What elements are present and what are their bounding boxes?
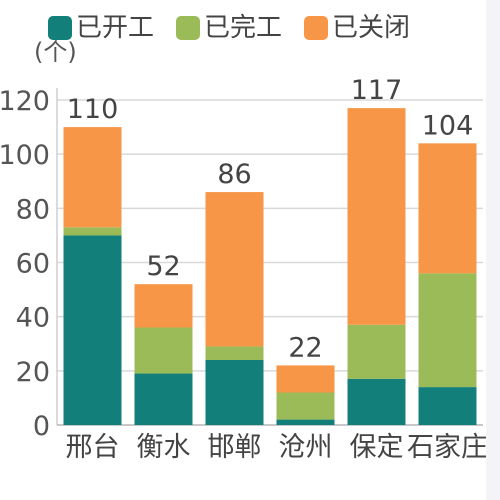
legend-label-closed: 已关闭 bbox=[332, 13, 411, 43]
y-tick-label: 100 bbox=[0, 140, 50, 171]
bar-segment bbox=[347, 324, 406, 379]
bar-segment bbox=[134, 373, 193, 425]
bar-segment bbox=[205, 346, 264, 360]
bar-segment bbox=[134, 284, 193, 328]
bar-segment bbox=[276, 365, 335, 393]
bar-segment bbox=[418, 273, 477, 388]
legend-label-started: 已开工 bbox=[76, 13, 155, 43]
bar-segment bbox=[418, 387, 477, 425]
bar-segment bbox=[134, 327, 193, 374]
bar-total-label: 110 bbox=[67, 94, 119, 125]
bar-segment bbox=[276, 392, 335, 420]
bar-total-label: 52 bbox=[146, 251, 180, 282]
legend-swatch-closed bbox=[304, 16, 329, 40]
y-tick-label: 120 bbox=[0, 86, 50, 117]
y-tick-label: 0 bbox=[33, 411, 50, 442]
bar-total-label: 104 bbox=[422, 110, 474, 141]
bar-total-label: 22 bbox=[288, 332, 322, 363]
legend-item-completed[interactable]: 已完工 bbox=[176, 15, 282, 41]
legend-swatch-completed bbox=[176, 16, 201, 40]
x-tick-label: 沧州 bbox=[279, 432, 333, 463]
bar-segment bbox=[205, 192, 264, 347]
legend-item-started[interactable]: 已开工 bbox=[48, 15, 154, 41]
y-tick-label: 20 bbox=[16, 357, 50, 388]
stacked-bar-chart: 0 20 40 60 80 100 120 110 邢台 52 衡水 86 邯郸 22 沧州 117 保定 104… bbox=[0, 75, 486, 463]
bar-segment bbox=[276, 419, 335, 425]
x-tick-label: 邯郸 bbox=[208, 432, 262, 463]
bar-segment bbox=[63, 235, 122, 425]
bar-segment bbox=[63, 127, 122, 228]
legend-swatch-started bbox=[48, 16, 72, 40]
legend-label-completed: 已完工 bbox=[204, 13, 283, 43]
y-tick-label: 60 bbox=[16, 249, 50, 280]
y-axis-unit-label: (个) bbox=[34, 38, 77, 66]
chart-legend: 已开工 已完工 已关闭 bbox=[48, 10, 410, 46]
bar-total-label: 86 bbox=[217, 159, 251, 190]
y-tick-label: 40 bbox=[16, 303, 50, 334]
bar-segment bbox=[347, 378, 406, 425]
chart-card: 已开工 已完工 已关闭 (个) 0 20 40 60 80 100 120 110 邢台 52 衡水… bbox=[0, 0, 486, 500]
x-tick-label: 石家庄 bbox=[407, 432, 486, 463]
bar-segment bbox=[347, 108, 406, 325]
x-tick-label: 保定 bbox=[350, 432, 404, 463]
bar-segment bbox=[418, 143, 477, 274]
bar-segment bbox=[63, 227, 122, 236]
bar-segment bbox=[205, 360, 264, 425]
bar-total-label: 117 bbox=[351, 75, 403, 106]
x-tick-label: 衡水 bbox=[137, 432, 191, 463]
y-tick-label: 80 bbox=[16, 194, 50, 225]
x-tick-label: 邢台 bbox=[66, 432, 120, 463]
legend-item-closed[interactable]: 已关闭 bbox=[304, 15, 410, 41]
